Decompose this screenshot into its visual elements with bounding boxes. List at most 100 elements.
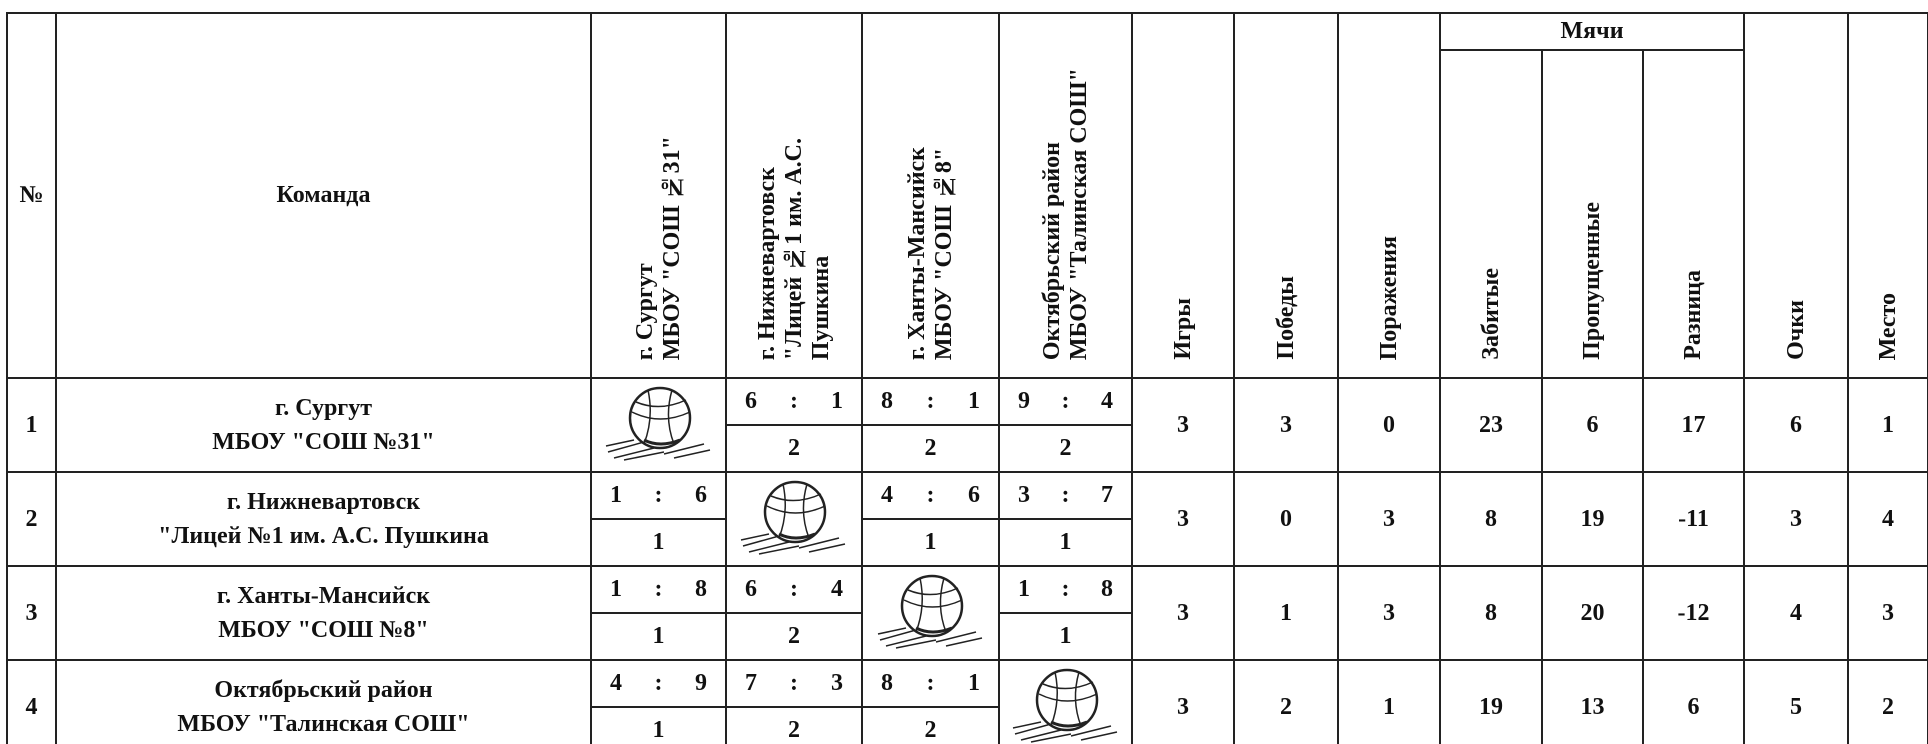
team-row: 2 г. Нижневартовск "Лицей №1 им. А.С. Пушк… [6, 471, 1928, 567]
opponent-line: г. Ханты-Мансийск [903, 146, 930, 360]
match-points: 1 [592, 708, 725, 744]
self-match-cell [590, 377, 727, 473]
conceded-label: Пропущенные [1579, 202, 1605, 360]
team-header: Команда [55, 12, 592, 379]
match-cell: 1: 8 1 [998, 565, 1133, 661]
score-home: 4 [610, 670, 622, 696]
team-row: 3 г. Ханты-Мансийск МБОУ "СОШ №8" 1: 8 1 6: 4 2 1… [6, 565, 1928, 661]
opponent-line: Пушкина [807, 255, 834, 360]
match-points: 1 [1000, 520, 1131, 565]
match-score: 1: 6 [592, 473, 725, 520]
difference-label: Разница [1680, 270, 1707, 360]
losses-cell: 3 [1337, 471, 1441, 567]
score-separator: : [790, 576, 798, 602]
score-away: 6 [695, 482, 707, 508]
score-separator: : [1061, 388, 1070, 414]
team-name-line: "Лицей №1 им. А.С. Пушкина [158, 523, 489, 549]
place-header: Место [1847, 12, 1928, 379]
score-away: 1 [968, 388, 980, 414]
points-cell: 4 [1743, 565, 1850, 661]
match-cell: 8: 1 2 [861, 659, 1000, 744]
wins-cell: 1 [1233, 565, 1339, 661]
match-score: 7: 3 [727, 661, 861, 708]
match-points-value: 2 [788, 623, 800, 649]
score-home: 4 [881, 482, 893, 508]
match-points: 2 [727, 614, 861, 659]
place-cell: 2 [1847, 659, 1928, 744]
scored-cell: 19 [1439, 659, 1543, 744]
points-cell: 3 [1743, 471, 1850, 567]
scored-cell: 23 [1439, 377, 1543, 473]
score-away: 1 [968, 670, 980, 696]
opponent-label: Октябрьский район МБОУ "Талинская СОШ" [1039, 68, 1093, 360]
place-label: Место [1874, 292, 1901, 360]
points-cell: 5 [1743, 659, 1850, 744]
score-home: 1 [610, 482, 622, 508]
opponent-label: г. Нижневартовск "Лицей №1 им. А.С. Пушкин… [754, 138, 835, 360]
self-match-cell [998, 659, 1133, 744]
team-name-line: г. Ханты-Мансийск [216, 583, 431, 609]
match-points: 1 [592, 614, 725, 659]
match-score: 3: 7 [1000, 473, 1131, 520]
opponent-line: "Лицей №1 им. А.С. [780, 137, 807, 360]
match-result: 4: 6 1 [863, 473, 998, 565]
row-number: 2 [6, 471, 57, 567]
match-points: 1 [863, 520, 998, 565]
opponent-header: г. Ханты-Мансийск МБОУ "СОШ №8" [861, 12, 1000, 379]
conceded-cell: 13 [1541, 659, 1644, 744]
match-cell: 8: 1 2 [861, 377, 1000, 473]
opponent-header: Октябрьский район МБОУ "Талинская СОШ" [998, 12, 1133, 379]
score-separator: : [926, 670, 935, 696]
match-points: 1 [1000, 614, 1131, 659]
score-away: 7 [1101, 482, 1113, 508]
scored-cell: 8 [1439, 565, 1543, 661]
match-score: 4: 9 [592, 661, 725, 708]
wins-label: Победы [1272, 276, 1299, 360]
games-header: Игры [1131, 12, 1235, 379]
ball-icon [1012, 668, 1117, 743]
match-result: 1: 8 1 [592, 567, 725, 659]
match-points: 2 [727, 426, 861, 471]
score-separator: : [926, 482, 935, 508]
team-name-line: МБОУ "Талинская СОШ" [177, 711, 470, 737]
difference-header: Разница [1641, 49, 1746, 379]
ball-icon [740, 480, 846, 555]
wins-header: Победы [1233, 12, 1339, 379]
header-row: Забитые Пропущенные Разница [7, 49, 1928, 379]
scored-cell: 8 [1439, 471, 1543, 567]
score-home: 6 [745, 576, 757, 602]
opponent-header: г. Нижневартовск "Лицей №1 им. А.С. Пушкин… [725, 12, 863, 379]
row-number: 1 [6, 377, 57, 473]
self-match-cell [725, 471, 863, 567]
match-score: 8: 1 [863, 661, 998, 708]
table-header: № Команда г. Сургут МБОУ "СОШ №31" г. Ниж… [6, 12, 1928, 379]
match-cell: 9: 4 2 [998, 377, 1133, 473]
score-separator: : [1061, 482, 1070, 508]
standings-table: № Команда г. Сургут МБОУ "СОШ №31" г. Ниж… [6, 12, 1928, 744]
losses-header: Поражения [1337, 12, 1441, 379]
match-result: 8: 1 2 [863, 661, 998, 744]
match-points-value: 2 [1059, 435, 1072, 461]
losses-cell: 0 [1337, 377, 1441, 473]
losses-label: Поражения [1375, 235, 1402, 360]
team-name: г. Сургут МБОУ "СОШ №31" [55, 377, 592, 473]
match-result: 1: 8 1 [1000, 567, 1131, 659]
score-separator: : [790, 670, 798, 696]
team-name-line: МБОУ "СОШ №8" [218, 617, 429, 643]
team-name-line: г. Сургут [275, 395, 372, 421]
match-score: 4: 6 [863, 473, 998, 520]
score-separator: : [654, 670, 663, 696]
score-away: 3 [831, 670, 843, 696]
points-label: Очки [1782, 300, 1809, 360]
match-points-value: 2 [924, 717, 937, 743]
score-home: 6 [745, 388, 757, 414]
match-score: 6: 1 [727, 379, 861, 426]
match-result: 4: 9 1 [592, 661, 725, 744]
score-separator: : [654, 482, 663, 508]
team-row: 1 г. Сургут МБОУ "СОШ №31" 6:1 2 8:1 2 9:4 2 3 3 0 2… [6, 377, 1928, 473]
table-body: 1 г. Сургут МБОУ "СОШ №31" 6:1 2 8:1 2 9:4 2 3 3 0 2… [6, 377, 1928, 744]
conceded-header: Пропущенные [1541, 49, 1644, 379]
score-away: 4 [831, 576, 843, 602]
score-home: 7 [745, 670, 757, 696]
